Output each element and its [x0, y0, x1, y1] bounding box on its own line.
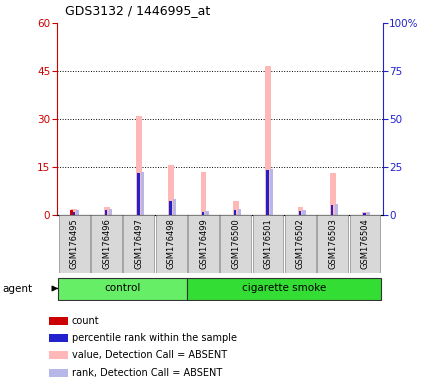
Text: GSM176502: GSM176502 — [295, 218, 304, 269]
Bar — [70, 210, 72, 215]
Bar — [136, 116, 141, 215]
Bar — [233, 210, 236, 215]
Bar — [49, 317, 68, 325]
Bar — [141, 172, 144, 215]
Bar — [266, 170, 268, 215]
Bar — [366, 212, 369, 215]
Text: control: control — [104, 283, 140, 293]
Text: GSM176497: GSM176497 — [134, 218, 143, 269]
Text: value, Detection Call = ABSENT: value, Detection Call = ABSENT — [72, 350, 227, 360]
Bar — [173, 199, 176, 215]
Bar — [237, 209, 240, 215]
Bar — [49, 351, 68, 359]
Bar — [200, 172, 206, 215]
Bar — [220, 215, 250, 273]
Bar — [298, 211, 300, 215]
Text: cigarette smoke: cigarette smoke — [241, 283, 326, 293]
Bar — [232, 200, 238, 215]
Bar — [362, 214, 365, 215]
Bar — [108, 209, 112, 215]
FancyBboxPatch shape — [58, 278, 186, 300]
Bar — [49, 369, 68, 377]
Bar — [205, 211, 208, 215]
Bar — [155, 215, 186, 273]
Text: count: count — [72, 316, 99, 326]
Bar — [297, 207, 302, 215]
Text: GSM176495: GSM176495 — [69, 218, 79, 269]
Text: GSM176500: GSM176500 — [231, 218, 240, 269]
Bar — [302, 210, 305, 215]
Text: GSM176501: GSM176501 — [263, 218, 272, 269]
Bar — [91, 215, 122, 273]
Bar — [270, 169, 273, 215]
Bar — [361, 212, 367, 215]
Text: rank, Detection Call = ABSENT: rank, Detection Call = ABSENT — [72, 368, 221, 378]
Bar — [103, 207, 109, 215]
Text: GSM176499: GSM176499 — [199, 218, 207, 269]
Bar — [316, 215, 347, 273]
Bar — [76, 210, 79, 215]
Bar — [169, 200, 171, 215]
Text: agent: agent — [2, 284, 32, 294]
Bar — [284, 215, 315, 273]
Bar — [105, 210, 107, 215]
Text: GSM176498: GSM176498 — [166, 218, 175, 269]
Text: GDS3132 / 1446995_at: GDS3132 / 1446995_at — [65, 4, 210, 17]
Bar — [265, 66, 270, 215]
Bar — [349, 215, 379, 273]
Bar — [334, 204, 337, 215]
Bar — [49, 334, 68, 342]
Bar — [187, 215, 218, 273]
Bar — [123, 215, 154, 273]
Bar — [252, 215, 283, 273]
Bar — [201, 212, 204, 215]
Bar — [330, 205, 332, 215]
Bar — [137, 174, 139, 215]
Text: GSM176504: GSM176504 — [360, 218, 369, 269]
Text: percentile rank within the sample: percentile rank within the sample — [72, 333, 236, 343]
Bar — [59, 215, 89, 273]
Bar — [71, 209, 77, 215]
Text: GSM176496: GSM176496 — [102, 218, 111, 269]
Bar — [72, 212, 75, 215]
Bar — [168, 166, 174, 215]
Bar — [329, 174, 335, 215]
FancyBboxPatch shape — [187, 278, 380, 300]
Text: GSM176503: GSM176503 — [328, 218, 336, 269]
